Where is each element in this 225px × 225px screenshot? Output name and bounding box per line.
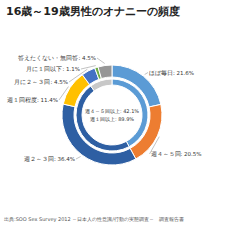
html-text:出典:SOO Sex Survey 2012 ～日本人の性意: 出典:SOO Sex Survey 2012 ～日本人の性意識/行動の実態調査～… — [4, 216, 184, 222]
html-text:16歳～19歳男性のオナニーの頻度: 16歳～19歳男性のオナニーの頻度 — [6, 5, 180, 18]
svg-text:ほぼ毎日: 21.6%: ほぼ毎日: 21.6% — [149, 70, 194, 76]
svg-text:月に２～３回: 4.5%: 月に２～３回: 4.5% — [14, 79, 68, 85]
svg-text:月に１回以下: 1.1%: 月に１回以下: 1.1% — [26, 66, 80, 72]
html-text:週１回以上: 89.9%: 週１回以上: 89.9% — [89, 116, 135, 122]
svg-text:週４～５回: 20.5%: 週４～５回: 20.5% — [151, 151, 202, 157]
svg-text:週２～３回: 36.4%: 週２～３回: 36.4% — [24, 156, 75, 162]
svg-text:答えたくない・無回答: 4.5%: 答えたくない・無回答: 4.5% — [18, 55, 96, 62]
html-text:週４～５回以上: 42.1%: 週４～５回以上: 42.1% — [84, 108, 140, 114]
svg-text:週１回程度: 11.4%: 週１回程度: 11.4% — [8, 96, 58, 103]
